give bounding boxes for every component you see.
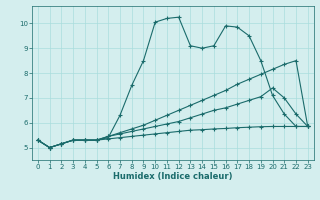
X-axis label: Humidex (Indice chaleur): Humidex (Indice chaleur) (113, 172, 233, 181)
